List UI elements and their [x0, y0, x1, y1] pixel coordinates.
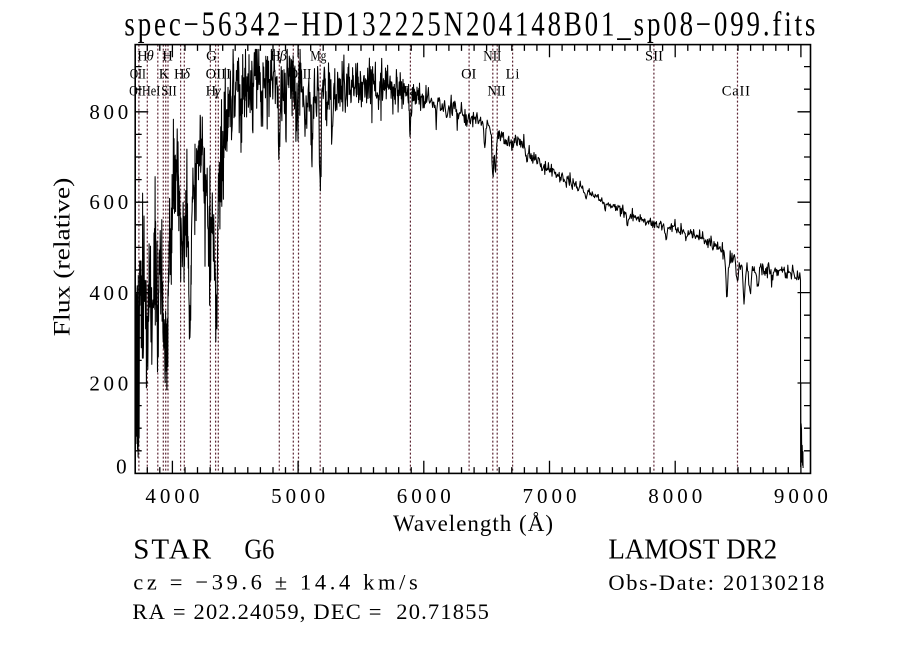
- svg-text:H: H: [206, 83, 217, 99]
- svg-text:H: H: [174, 66, 185, 82]
- svg-text:δ: δ: [183, 66, 190, 82]
- svg-text:Wavelength (Å): Wavelength (Å): [393, 511, 553, 536]
- svg-text:LAMOST DR2: LAMOST DR2: [608, 534, 777, 566]
- svg-text:HeI: HeI: [142, 83, 161, 99]
- svg-text:β: β: [279, 49, 288, 65]
- svg-text:200: 200: [89, 371, 128, 395]
- svg-text:Obs-Date: 20130218: Obs-Date: 20130218: [608, 570, 824, 595]
- svg-text:NII: NII: [483, 49, 501, 65]
- svg-text:H: H: [137, 49, 148, 65]
- svg-text:G6: G6: [244, 534, 274, 566]
- svg-text:400: 400: [89, 281, 128, 305]
- svg-text:SII: SII: [161, 83, 177, 99]
- svg-text:SII: SII: [645, 49, 663, 65]
- svg-text:NII: NII: [488, 83, 506, 99]
- svg-text:G: G: [206, 49, 217, 65]
- svg-text:Flux (relative): Flux (relative): [50, 178, 75, 337]
- svg-text:θ: θ: [147, 49, 154, 65]
- svg-text:γ: γ: [215, 83, 222, 99]
- svg-text:H: H: [270, 49, 281, 65]
- svg-text:600: 600: [89, 190, 128, 214]
- svg-text:Li: Li: [506, 66, 520, 82]
- svg-text:spec−56342−HD132225N204148B01_: spec−56342−HD132225N204148B01_sp08−099.f…: [124, 4, 815, 43]
- svg-text:CaII: CaII: [722, 83, 750, 99]
- svg-text:0: 0: [116, 454, 127, 478]
- svg-text:OIII: OIII: [289, 66, 312, 82]
- svg-text:OI: OI: [461, 66, 476, 82]
- svg-text:Na: Na: [399, 83, 417, 99]
- svg-text:OII: OII: [130, 66, 146, 82]
- svg-text:OIII: OIII: [206, 66, 232, 82]
- svg-text:K: K: [159, 66, 170, 82]
- svg-text:800: 800: [89, 100, 128, 124]
- svg-text:H: H: [162, 49, 173, 65]
- svg-text:Mg: Mg: [310, 49, 326, 65]
- svg-text:RA = 202.24059, DEC = 20.7185: RA = 202.24059, DEC = 20.71855: [132, 599, 489, 624]
- svg-text:STAR: STAR: [133, 534, 211, 566]
- svg-text:OI: OI: [129, 83, 142, 99]
- svg-text:cz = −39.6 ± 14.4 km/s: cz = −39.6 ± 14.4 km/s: [133, 569, 418, 594]
